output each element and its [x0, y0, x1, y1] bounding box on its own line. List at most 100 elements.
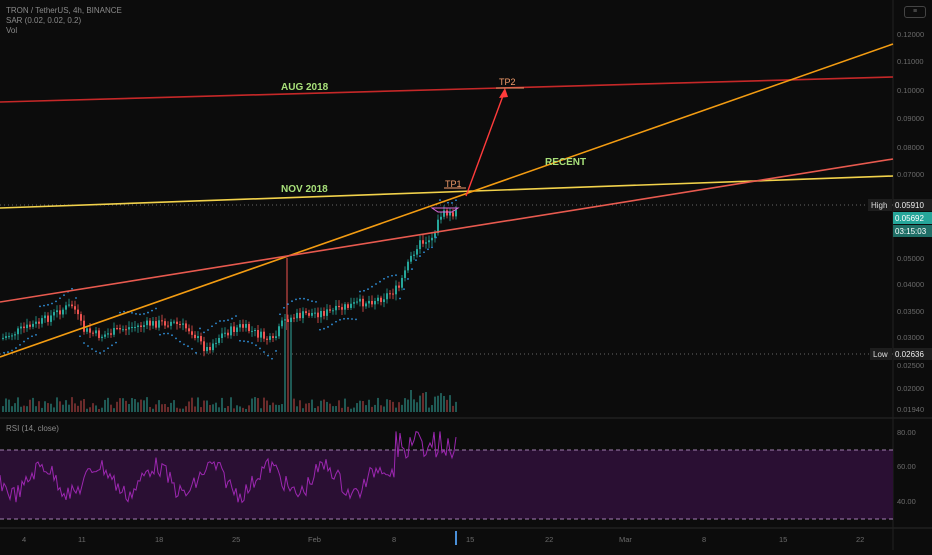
aug-2018-trendline [0, 76, 894, 103]
sar-dot [347, 317, 349, 320]
rsi-band [0, 450, 893, 519]
volume-bar [413, 399, 415, 412]
sar-dot [87, 345, 89, 347]
candle-body [59, 310, 61, 315]
time-label: 8 [392, 535, 396, 544]
volume-bar [422, 393, 424, 412]
volume-bar [194, 406, 196, 412]
sar-indicator-label[interactable]: SAR (0.02, 0.02, 0.2) [6, 16, 82, 25]
rsi-tick: 80.00 [897, 428, 916, 437]
volume-bar [65, 400, 67, 412]
volume-bar [347, 406, 349, 412]
candle-body [62, 309, 64, 315]
sar-dot [327, 326, 329, 328]
volume-bar [113, 408, 115, 412]
volume-bar [137, 402, 139, 412]
candle-body [152, 321, 154, 326]
volume-bar [188, 401, 190, 412]
volume-bar [290, 322, 292, 412]
volume-bar [149, 406, 151, 412]
volume-bar [221, 397, 223, 412]
candle-body [191, 331, 193, 335]
volume-bar [83, 399, 85, 412]
volume-bar [251, 398, 253, 412]
candle-body [233, 326, 235, 332]
candle-body [239, 324, 241, 328]
candle-body [215, 342, 217, 344]
volume-bar [50, 403, 52, 412]
symbol-title[interactable]: TRON / TetherUS, 4h, BINANCE [6, 6, 122, 15]
candle-body [161, 320, 163, 322]
volume-bar [155, 404, 157, 412]
candle-body [50, 315, 52, 322]
volume-bar [14, 403, 16, 412]
price-tick: 0.05000 [897, 254, 924, 263]
candle-body [299, 312, 301, 319]
candle-body [206, 346, 208, 352]
volume-bar [224, 407, 226, 412]
candle-body [56, 310, 58, 313]
volume-indicator-label[interactable]: Vol [6, 26, 18, 35]
sar-dot [31, 335, 33, 338]
rsi-group [0, 430, 457, 504]
candle-body [38, 321, 40, 324]
candle-body [104, 334, 106, 337]
candle-body [101, 336, 103, 338]
candle-body [293, 317, 295, 319]
volume-bar [317, 406, 319, 412]
volume-bar [71, 397, 73, 412]
sar-dot [447, 201, 449, 204]
candle-body [281, 320, 283, 327]
volume-bar [35, 406, 37, 412]
candle-body [413, 254, 415, 256]
label-nov-2018: NOV 2018 [281, 184, 328, 195]
chart-legend: TRON / TetherUS, 4h, BINANCE SAR (0.02, … [6, 6, 122, 36]
sar-dot [27, 337, 29, 340]
volume-bar [170, 402, 172, 412]
volume-bar [101, 407, 103, 412]
candle-body [356, 301, 358, 303]
candle-body [431, 237, 433, 241]
volume-bar [440, 393, 442, 412]
countdown-box [893, 225, 932, 237]
candle-body [434, 233, 436, 238]
high-label: High [871, 201, 887, 210]
candle-body [353, 302, 355, 304]
candle-body [278, 326, 280, 337]
volume-bar [164, 403, 166, 412]
orange-trendline [0, 43, 894, 358]
candle-body [89, 328, 91, 333]
price-tick: 0.03000 [897, 333, 924, 342]
candle-body [257, 330, 259, 338]
sar-dot [319, 328, 321, 331]
sar-dot [395, 274, 397, 277]
volume-bar [446, 399, 448, 412]
candle-body [224, 332, 226, 334]
sar-dot [367, 288, 369, 291]
volume-bar [260, 408, 262, 412]
volume-bar [152, 408, 154, 412]
candle-body [11, 335, 13, 337]
menu-icon: ≡ [912, 8, 918, 15]
candle-body [197, 336, 199, 339]
rsi-tick: 60.00 [897, 462, 916, 471]
volume-bar [281, 404, 283, 412]
label-tp1: TP1 [445, 179, 462, 189]
volume-bar [365, 405, 367, 412]
volume-group [2, 322, 457, 412]
candle-body [338, 305, 340, 308]
candle-body [35, 321, 37, 324]
sar-dot [359, 290, 361, 293]
volume-bar [341, 407, 343, 412]
sar-dot [143, 313, 145, 315]
volume-bar [323, 399, 325, 412]
rsi-indicator-label[interactable]: RSI (14, close) [6, 424, 59, 433]
chart-menu-button[interactable]: ≡ [904, 6, 926, 18]
volume-bar [104, 399, 106, 412]
volume-bar [443, 395, 445, 412]
volume-bar [398, 402, 400, 412]
sar-dot [427, 248, 429, 251]
label-aug-2018: AUG 2018 [281, 82, 329, 93]
